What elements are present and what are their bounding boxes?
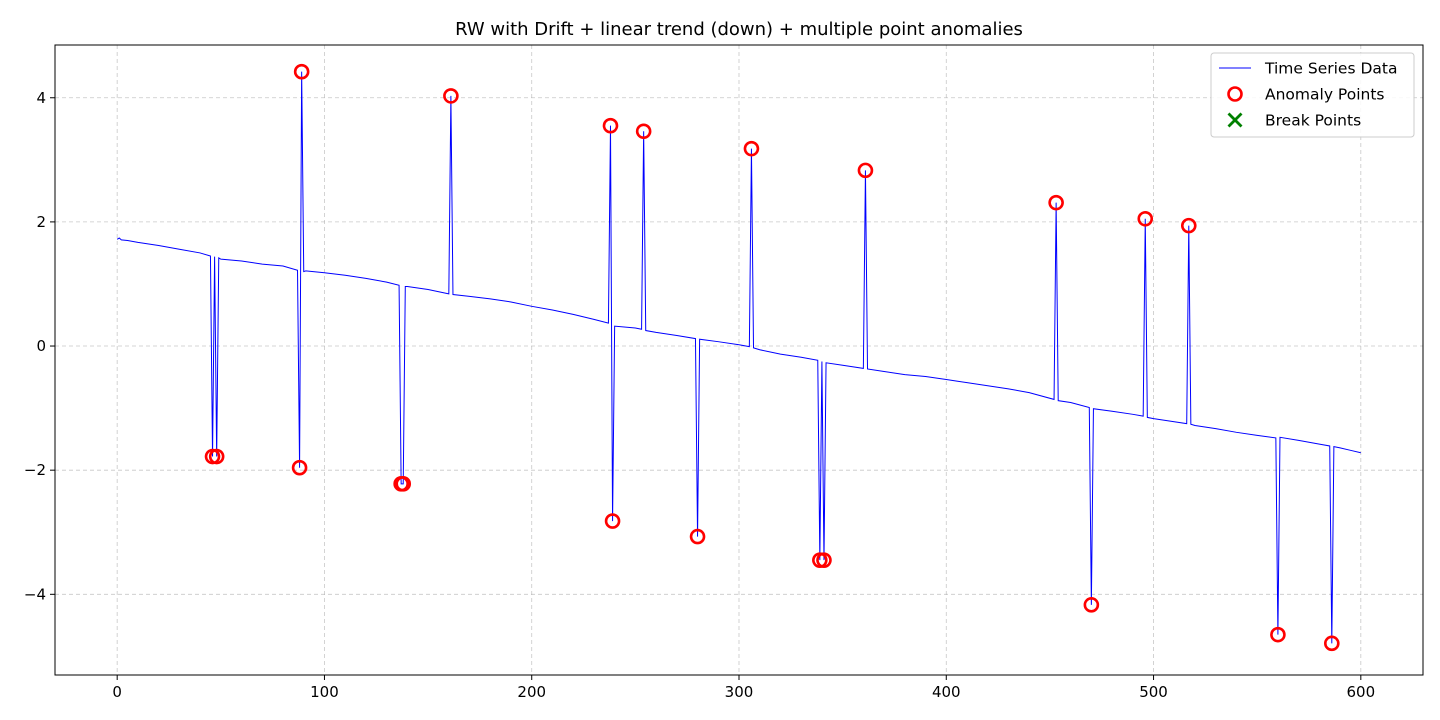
anomaly-point [1137,210,1154,227]
anomaly-point [635,123,652,140]
legend: Time Series Data Anomaly Points Break Poin… [1210,52,1415,138]
legend-swatch-x [1227,112,1243,128]
x-tick-label: 500 [1139,683,1168,701]
x-tick-label: 300 [725,683,754,701]
axes: 0 100 200 300 400 500 600 −4 −2 0 2 4 [24,89,1375,701]
x-tick-label: 100 [310,683,339,701]
anomaly-point [743,140,760,157]
legend-box [1210,52,1415,138]
anomaly-point [293,63,310,80]
chart-title: RW with Drift + linear trend (down) + mu… [455,19,1023,40]
y-tick-label: 2 [36,213,46,231]
anomaly-point [291,459,308,476]
anomaly-point [689,528,706,545]
anomaly-point [604,513,621,529]
x-tick-label: 400 [932,683,961,701]
anomaly-point [208,448,225,465]
series-line-time-series-data [116,71,1361,644]
y-tick-label: 0 [36,337,46,355]
anomaly-point [1180,217,1197,234]
anomaly-point [1048,194,1064,211]
legend-label: Time Series Data [1264,60,1397,78]
x-tick-label: 600 [1346,683,1375,701]
x-tick-label: 200 [517,683,546,701]
anomaly-point [1083,597,1100,613]
legend-swatch-circle [1227,86,1243,102]
anomaly-point [857,162,874,179]
x-tick-label: 0 [112,683,122,701]
anomaly-point [1324,635,1340,652]
anomaly-point [443,88,459,104]
anomaly-point [1270,626,1286,643]
legend-label: Anomaly Points [1265,86,1384,104]
series-layer [116,63,1361,652]
legend-label: Break Points [1265,112,1361,130]
grid [55,45,1423,675]
anomaly-point [816,552,832,568]
y-tick-label: −2 [24,461,46,479]
anomaly-point [395,476,412,492]
y-tick-label: 4 [36,89,46,107]
y-tick-label: −4 [24,585,46,603]
anomaly-point [602,117,619,134]
